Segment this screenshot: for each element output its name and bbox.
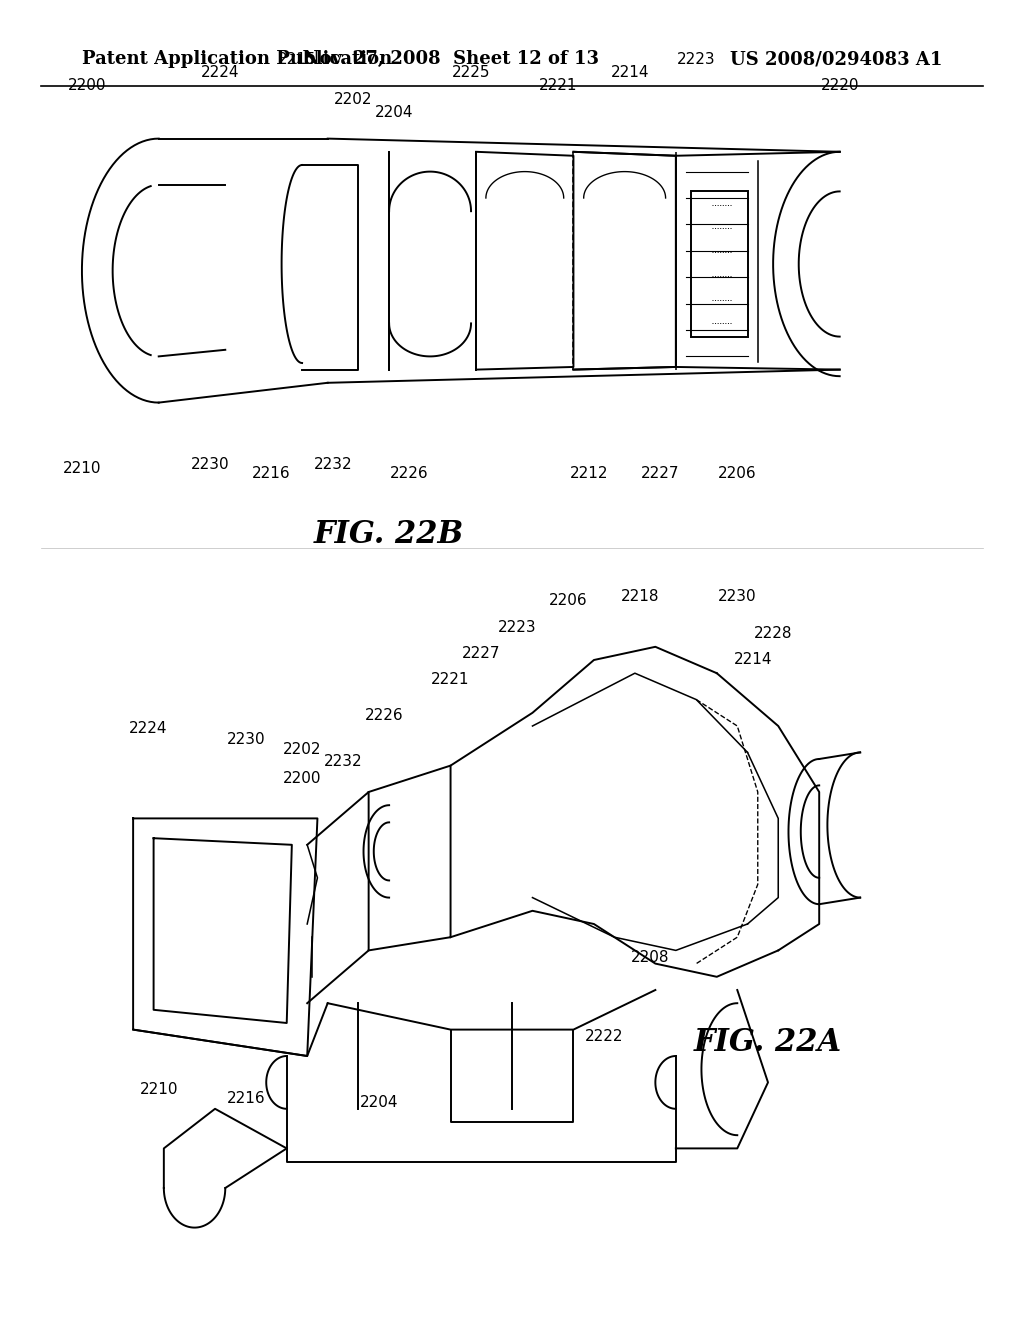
Text: 2232: 2232	[313, 457, 352, 473]
Text: 2200: 2200	[68, 78, 106, 94]
Text: 2228: 2228	[754, 626, 793, 642]
Text: FIG. 22A: FIG. 22A	[694, 1027, 842, 1059]
Text: 2214: 2214	[733, 652, 772, 668]
Text: 2223: 2223	[498, 619, 537, 635]
Text: 2216: 2216	[252, 466, 291, 482]
Text: 2220: 2220	[820, 78, 859, 94]
Text: 2215: 2215	[278, 51, 316, 67]
Text: 2204: 2204	[375, 104, 414, 120]
Text: 2226: 2226	[365, 708, 403, 723]
Text: 2224: 2224	[201, 65, 240, 81]
Text: 2218: 2218	[621, 589, 659, 605]
Text: 2232: 2232	[324, 754, 362, 770]
Text: 2230: 2230	[718, 589, 757, 605]
Text: 2202: 2202	[283, 742, 322, 758]
Text: 2208: 2208	[631, 949, 670, 965]
Text: 2221: 2221	[431, 672, 470, 688]
Text: 2214: 2214	[610, 65, 649, 81]
Text: 2230: 2230	[226, 731, 265, 747]
Text: 2227: 2227	[641, 466, 680, 482]
Text: 2202: 2202	[334, 91, 373, 107]
Text: FIG. 22B: FIG. 22B	[314, 519, 464, 550]
Text: Patent Application Publication: Patent Application Publication	[82, 50, 392, 69]
Text: 2222: 2222	[585, 1028, 624, 1044]
Text: 2200: 2200	[283, 771, 322, 787]
Text: 2204: 2204	[359, 1094, 398, 1110]
Text: US 2008/0294083 A1: US 2008/0294083 A1	[730, 50, 942, 69]
Text: Nov. 27, 2008  Sheet 12 of 13: Nov. 27, 2008 Sheet 12 of 13	[302, 50, 599, 69]
Text: 2212: 2212	[569, 466, 608, 482]
Text: 2225: 2225	[452, 65, 490, 81]
Text: 2224: 2224	[129, 721, 168, 737]
Text: 2223: 2223	[677, 51, 716, 67]
Text: 2206: 2206	[549, 593, 588, 609]
Text: 2227: 2227	[462, 645, 501, 661]
Text: 2210: 2210	[62, 461, 101, 477]
Text: 2216: 2216	[226, 1090, 265, 1106]
Text: 2206: 2206	[718, 466, 757, 482]
Text: 2226: 2226	[390, 466, 429, 482]
Text: 2230: 2230	[190, 457, 229, 473]
Text: 2221: 2221	[539, 78, 578, 94]
Text: 2210: 2210	[139, 1081, 178, 1097]
